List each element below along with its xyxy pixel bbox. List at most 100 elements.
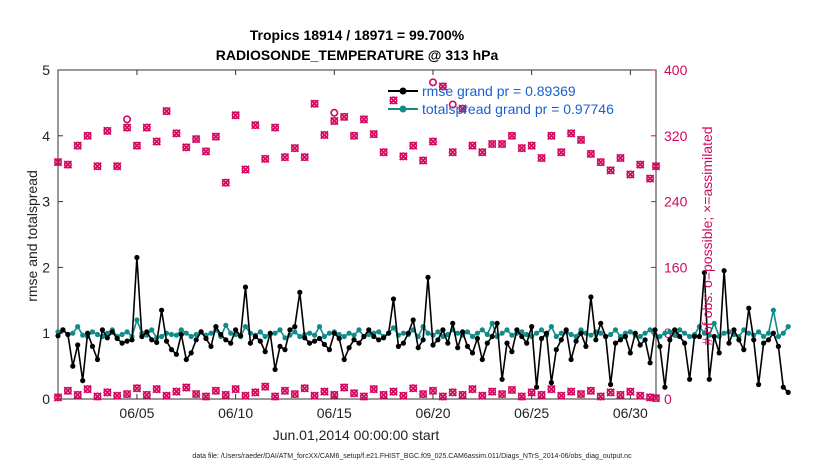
obs-bottom-assimilated [339, 383, 349, 392]
obs-extra-possible [448, 100, 457, 109]
rmse-point [331, 330, 337, 336]
obs-top-assimilated [399, 152, 408, 161]
obs-top-assimilated [241, 165, 250, 174]
obs-bottom-assimilated [260, 382, 270, 391]
totalspread-point [598, 330, 604, 336]
totalspread-point [642, 330, 648, 336]
rmse-point [85, 330, 91, 336]
rmse-point [80, 378, 86, 384]
obs-bottom-assimilated [616, 390, 625, 400]
obs-top-possible [577, 135, 586, 144]
obs-bottom-possible [606, 388, 615, 397]
rmse-point [558, 337, 564, 343]
obs-bottom-possible [192, 390, 201, 399]
rmse-point [519, 333, 525, 340]
rmse-point [430, 342, 436, 348]
obs-bottom-possible [142, 390, 151, 399]
obs-top-assimilated [112, 161, 122, 171]
rmse-point [573, 338, 579, 344]
obs-bottom-possible [73, 390, 82, 399]
y-right-tick-label: 320 [664, 128, 688, 144]
obs-top-possible [271, 123, 280, 132]
totalspread-point [208, 330, 214, 336]
obs-top-possible [211, 132, 220, 141]
obs-bottom-possible [557, 391, 566, 400]
rmse-point [445, 340, 451, 346]
totalspread-point [455, 330, 461, 336]
obs-bottom-assimilated [251, 388, 260, 397]
obs-top-assimilated [537, 153, 546, 163]
obs-top-possible [103, 126, 112, 135]
rmse-point [691, 333, 698, 340]
obs-bottom-possible [53, 393, 62, 402]
rmse-point [173, 351, 179, 357]
rmse-point [168, 347, 175, 353]
obs-top-possible [340, 112, 349, 121]
obs-extra-possible [330, 108, 339, 117]
obs-extra-possible [428, 78, 437, 87]
rmse-point [701, 270, 708, 276]
obs-bottom-assimilated [359, 392, 369, 401]
obs-top-possible [162, 107, 171, 116]
obs-bottom-possible [547, 385, 556, 394]
obs-top-assimilated [260, 154, 270, 164]
obs-bottom-assimilated [122, 389, 132, 399]
obs-bottom-assimilated [172, 387, 181, 396]
totalspread-point [282, 335, 288, 341]
obs-top-possible [290, 144, 299, 153]
totalspread-point [228, 330, 234, 336]
rmse-point [193, 337, 199, 343]
obs-top-assimilated [507, 131, 517, 141]
obs-bottom-possible [182, 383, 191, 392]
obs-bottom-possible [428, 386, 437, 395]
obs-top-possible [73, 141, 82, 150]
totalspread-point [558, 330, 564, 336]
totalspread-point [474, 330, 480, 336]
rmse-point [272, 366, 278, 372]
legend-spread-marker [399, 105, 407, 113]
totalspread-point [307, 330, 313, 336]
rmse-point [277, 343, 283, 349]
totalspread-point [504, 327, 510, 333]
rmse-point [213, 324, 219, 330]
rmse-point [238, 333, 244, 339]
y-left-tick-label: 3 [42, 194, 50, 210]
obs-bottom-possible [448, 388, 457, 397]
obs-bottom-possible [132, 384, 141, 393]
totalspread-point [159, 333, 165, 340]
obs-top-possible [498, 140, 507, 149]
rmse-point [154, 339, 160, 345]
obs-bottom-assimilated [300, 384, 309, 393]
obs-top-assimilated [339, 112, 349, 122]
totalspread-point [297, 333, 303, 340]
rmse-point [361, 333, 367, 340]
obs-top-assimilated [280, 152, 290, 162]
totalspread-point [435, 329, 441, 335]
obs-bottom-assimilated [487, 387, 497, 396]
obs-bottom-assimilated [142, 390, 152, 400]
totalspread-point [687, 333, 693, 340]
totalspread-point [538, 327, 545, 333]
obs-bottom-possible [478, 391, 487, 400]
totalspread-point [765, 330, 772, 336]
obs-top-possible [63, 160, 72, 169]
totalspread-point [70, 330, 76, 336]
rmse-point [257, 338, 263, 344]
obs-bottom-assimilated [103, 388, 112, 397]
obs-top-assimilated [478, 148, 487, 157]
obs-top-assimilated [191, 134, 201, 144]
obs-bottom-possible [389, 387, 398, 396]
obs-bottom-assimilated [270, 392, 280, 401]
rmse-point [603, 333, 609, 340]
obs-top-assimilated [211, 132, 221, 141]
rmse-point [405, 330, 411, 336]
obs-bottom-possible [202, 392, 211, 401]
totalspread-point [746, 330, 752, 336]
obs-bottom-assimilated [468, 384, 477, 394]
totalspread-point [489, 320, 495, 326]
totalspread-point [612, 327, 619, 333]
obs-top-assimilated [103, 126, 112, 136]
totalspread-point [168, 331, 175, 338]
totalspread-point [484, 331, 490, 338]
